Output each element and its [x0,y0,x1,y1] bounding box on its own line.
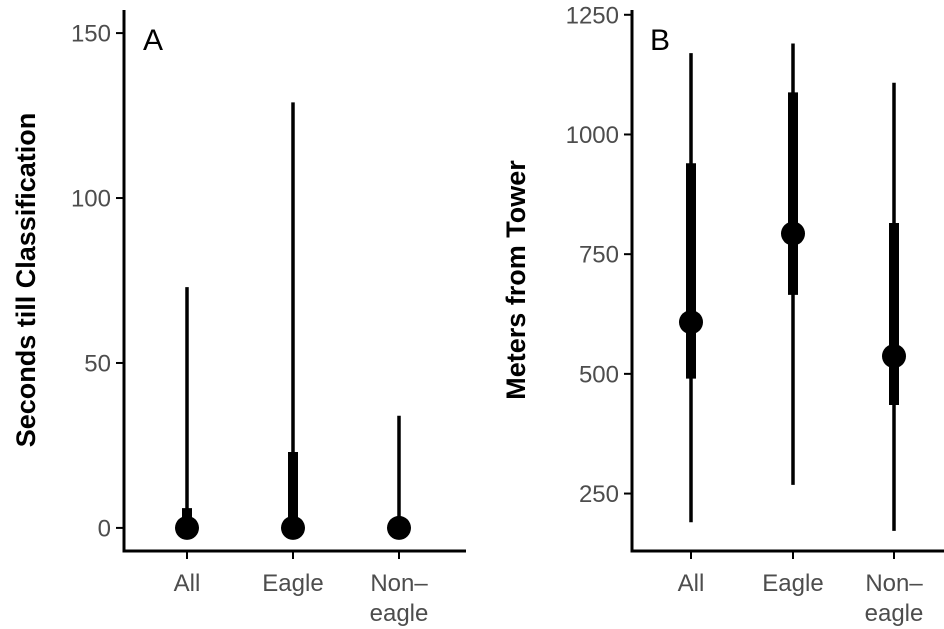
median-point [281,515,305,540]
x-tick-label: eagle [865,600,924,627]
x-tick-label: eagle [370,600,429,627]
median-point [781,221,805,246]
y-tick-label: 1250 [566,2,619,29]
median-point [175,515,199,540]
y-axis-title: Meters from Tower [501,160,531,400]
y-tick-label: 250 [579,481,619,508]
y-tick-label: 100 [71,186,111,213]
panel-label: A [143,24,163,57]
y-tick-label: 150 [71,21,111,48]
median-point [882,344,906,369]
x-tick-label: Eagle [262,570,323,597]
panel-a: A Seconds till Classification 0 50 100 150 A… [11,10,466,627]
y-tick-label: 1000 [566,122,619,149]
x-tick-label: Eagle [762,570,823,597]
panel-label: B [650,24,670,57]
y-tick-label: 750 [579,242,619,269]
x-tick-label: All [678,570,705,597]
x-tick-label: Non– [865,570,923,597]
x-tick-label: Non– [370,570,428,597]
y-axis-title: Seconds till Classification [11,113,41,448]
x-tick-label: All [174,570,201,597]
panel-b: B Meters from Tower 250 500 750 1000 1250 All… [501,2,944,627]
y-tick-label: 50 [84,350,111,377]
y-tick-label: 500 [579,361,619,388]
median-point [679,310,703,335]
y-tick-label: 0 [98,515,111,542]
median-point [387,515,411,540]
